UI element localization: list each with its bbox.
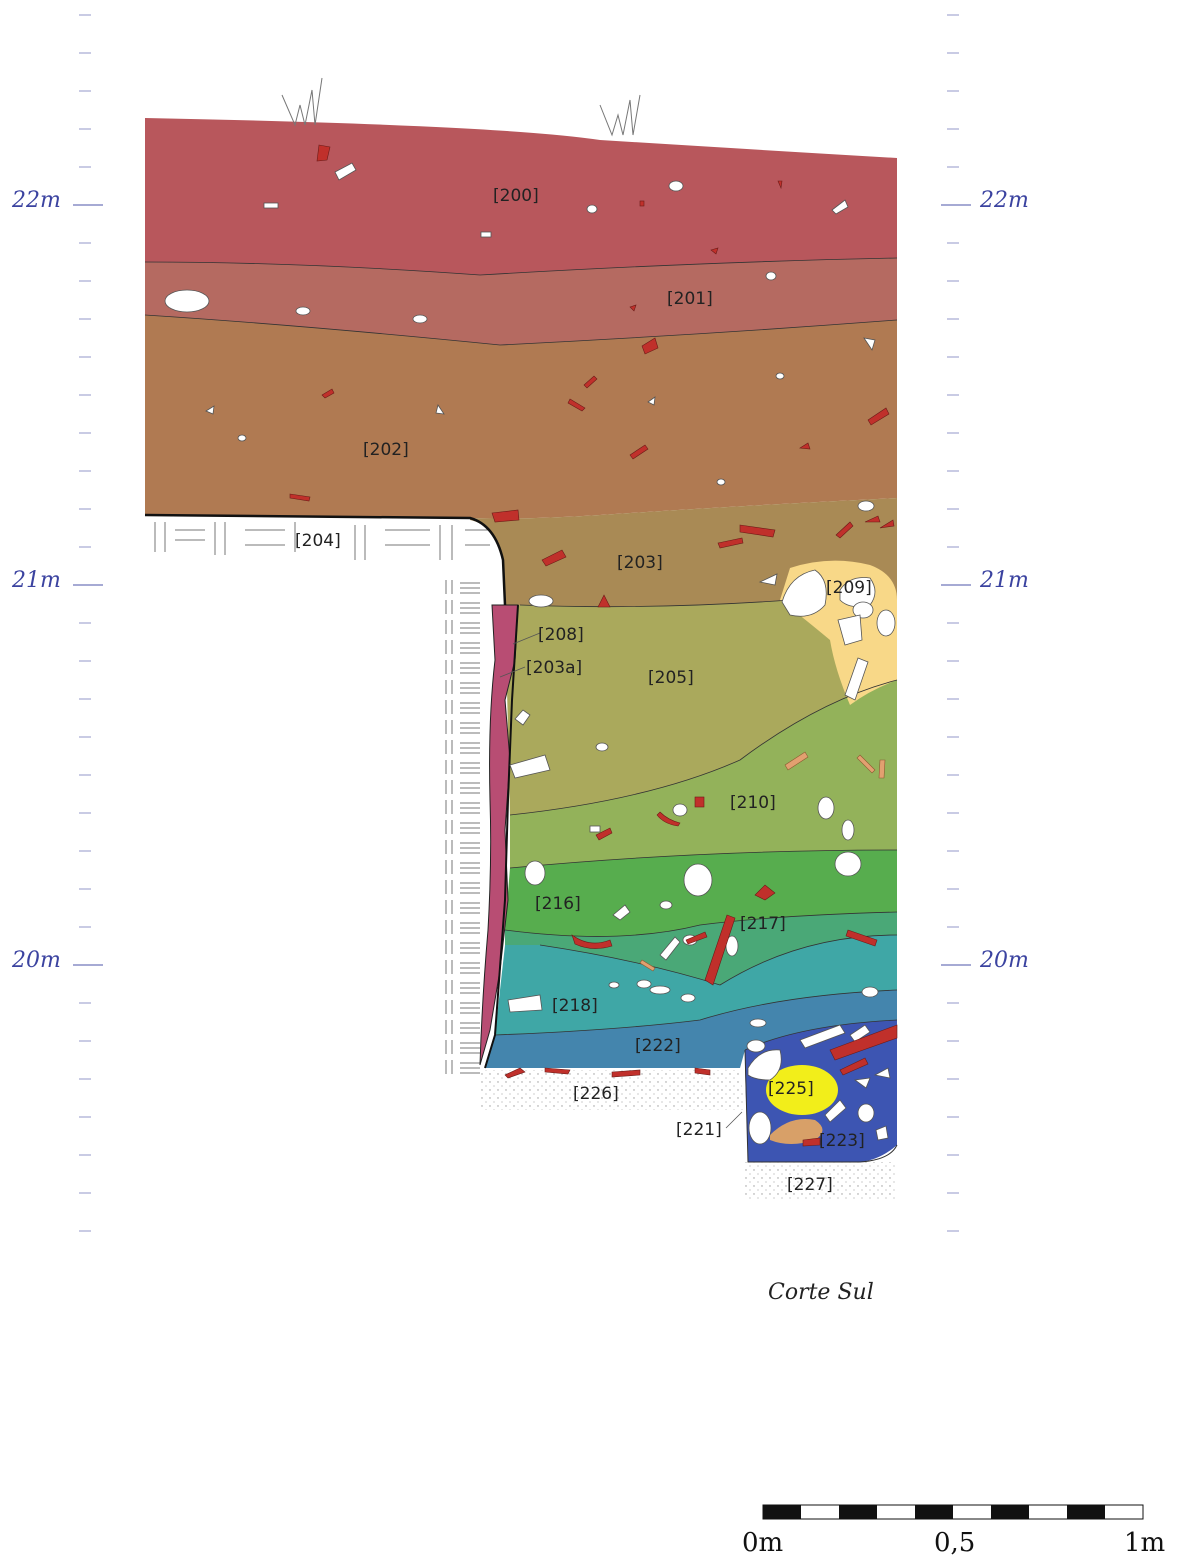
unit-label-201: [201] (667, 289, 713, 309)
unit-label-225: [225] (768, 1079, 814, 1099)
unit-218-layer (495, 935, 897, 1035)
unit-label-221: [221] (676, 1120, 722, 1140)
scale-bar (762, 1504, 1144, 1520)
unit-202-layer (145, 315, 897, 519)
scale-label-start: 0m (742, 1528, 784, 1558)
unit-label-200: [200] (493, 186, 539, 206)
unit-labels: [200] [201] [202] [204] [203] [209] [208… (295, 186, 872, 1195)
elevation-label-21m-left: 21m (12, 568, 61, 593)
elevation-label-21m-right: 21m (980, 568, 1029, 593)
unit-label-227: [227] (787, 1175, 833, 1195)
unit-200-layer (145, 118, 897, 275)
scale-label-end: 1m (1124, 1528, 1166, 1558)
unit-204-bedrock (145, 515, 505, 1074)
elevation-label-22m-left: 22m (12, 188, 61, 213)
unit-201-layer (145, 258, 897, 345)
cut-line-208 (484, 604, 519, 1069)
clay-lump (770, 1119, 823, 1144)
unit-label-205: [205] (648, 668, 694, 688)
tile-fragments (639, 751, 886, 972)
unit-label-204: [204] (295, 531, 341, 551)
layer-boundaries (144, 257, 898, 1051)
elevation-label-20m-right: 20m (980, 948, 1029, 973)
unit-205-layer (505, 600, 897, 815)
stones (164, 162, 896, 1145)
brick-fragments (289, 144, 898, 1147)
grass-icon (281, 77, 641, 137)
unit-label-209: [209] (826, 578, 872, 598)
unit-label-208: [208] (538, 625, 584, 645)
unit-217-layer (505, 912, 897, 985)
right-elevation-ruler (941, 14, 971, 1232)
unit-226-base (480, 1070, 745, 1110)
elevation-label-22m-right: 22m (980, 188, 1029, 213)
unit-label-226: [226] (573, 1084, 619, 1104)
unit-227-base (745, 1162, 897, 1200)
section-caption: Corte Sul (768, 1280, 874, 1305)
unit-225-feature (766, 1065, 838, 1115)
unit-222-layer (485, 990, 897, 1068)
unit-label-223: [223] (819, 1131, 865, 1151)
unit-label-210: [210] (730, 793, 776, 813)
cut-line-221 (744, 1049, 898, 1163)
left-elevation-ruler (73, 14, 103, 1232)
unit-label-216: [216] (535, 894, 581, 914)
unit-203a-feature (479, 604, 519, 1066)
elevation-label-20m-left: 20m (12, 948, 61, 973)
unit-label-202: [202] (363, 440, 409, 460)
cut-line-204 (144, 513, 507, 606)
unit-210-layer (510, 680, 897, 868)
leader-lines (499, 632, 743, 1129)
unit-label-203: [203] (617, 553, 663, 573)
unit-label-217: [217] (740, 914, 786, 934)
unit-label-222: [222] (635, 1036, 681, 1056)
scale-label-mid: 0,5 (934, 1528, 976, 1558)
unit-label-218: [218] (552, 996, 598, 1016)
unit-label-203a: [203a] (526, 658, 582, 678)
